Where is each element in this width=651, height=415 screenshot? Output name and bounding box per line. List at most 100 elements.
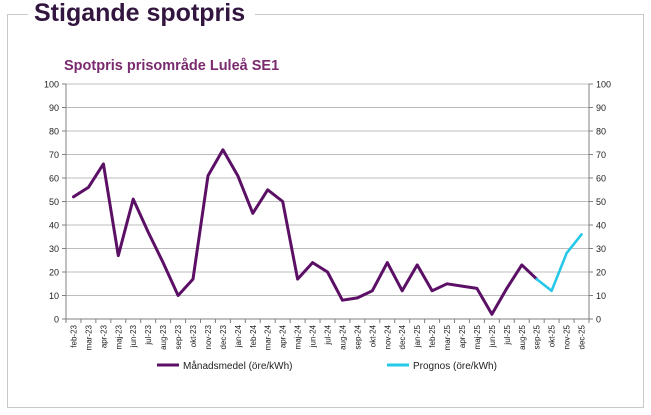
data-point	[326, 271, 329, 273]
data-point	[251, 212, 254, 215]
data-point	[311, 261, 314, 264]
x-tick-label: jul-23	[144, 324, 153, 345]
x-tick-label: mar-23	[84, 324, 93, 350]
data-point	[296, 278, 299, 280]
data-point	[401, 290, 404, 292]
data-point	[222, 149, 224, 151]
x-tick-label: apr-23	[99, 324, 108, 348]
x-tick-label: feb-24	[249, 324, 258, 347]
x-tick-label: jun-25	[488, 324, 497, 348]
x-tick-label: okt-24	[368, 324, 377, 347]
x-tick-label: aug-23	[159, 324, 168, 349]
data-point	[281, 200, 284, 203]
data-point	[476, 287, 478, 290]
y-tick-label: 30	[49, 244, 59, 254]
data-point	[147, 231, 149, 233]
data-point	[535, 278, 538, 280]
y-tick-label: 50	[49, 197, 59, 207]
data-point	[356, 297, 359, 299]
x-tick-label: dec-23	[219, 324, 228, 349]
y-axis-right: 0 10 20 30 40 50 60 70 80 90 100	[589, 80, 611, 325]
x-tick-label: jun-24	[309, 324, 318, 348]
x-tick-label: jul-25	[503, 324, 512, 345]
data-point	[520, 264, 523, 266]
y2-tick-label: 100	[596, 80, 611, 90]
series-line-actual	[72, 148, 539, 316]
x-tick-label: okt-25	[548, 324, 557, 347]
x-tick-label: aug-25	[518, 324, 527, 349]
y-tick-label: 20	[49, 268, 59, 278]
chart-frame	[7, 14, 644, 408]
x-tick-label: feb-25	[428, 324, 437, 347]
series-line-forecast	[535, 233, 583, 293]
y-tick-label: 10	[49, 291, 59, 301]
data-point	[177, 294, 179, 297]
data-point	[446, 282, 448, 285]
y2-tick-label: 90	[596, 103, 606, 113]
x-tick-label: mar-24	[264, 324, 273, 350]
y2-tick-label: 80	[596, 127, 606, 137]
x-tick-label: jul-24	[324, 324, 333, 345]
x-tick-label: sep-25	[533, 324, 542, 349]
x-tick-label: maj-23	[114, 324, 123, 349]
data-point	[580, 233, 583, 236]
data-point	[162, 261, 164, 264]
x-tick-label: jan-25	[413, 324, 422, 348]
y-tick-label: 100	[44, 80, 59, 90]
x-axis: feb-23 mar-23 apr-23 maj-23 jun-23 jul-23 aug-…	[65, 319, 590, 350]
x-tick-label: okt-23	[189, 324, 198, 347]
x-tick-label: apr-24	[279, 324, 288, 348]
y2-tick-label: 0	[596, 315, 601, 325]
x-tick-label: nov-23	[204, 324, 213, 349]
y2-tick-label: 30	[596, 244, 606, 254]
chart-title: Spotpris prisområde Luleå SE1	[64, 58, 279, 74]
y-tick-label: 90	[49, 103, 59, 113]
data-point	[371, 290, 374, 292]
data-point	[461, 285, 463, 287]
data-point	[132, 198, 135, 200]
series-lines	[72, 148, 583, 316]
y-tick-label: 0	[54, 315, 59, 325]
page-title: Stigande spotpris	[28, 0, 256, 28]
y-tick-label: 80	[49, 127, 59, 137]
x-tick-label: feb-23	[69, 324, 78, 347]
y-axis-left: 0 10 20 30 40 50 60 70 80 90 100	[44, 80, 66, 325]
x-tick-label: apr-25	[458, 324, 467, 348]
data-point	[491, 313, 493, 316]
data-point	[550, 290, 553, 292]
data-point	[237, 174, 239, 177]
data-point	[87, 186, 90, 189]
data-point	[431, 290, 433, 292]
y2-tick-label: 50	[596, 197, 606, 207]
gridlines	[66, 83, 589, 296]
y-tick-label: 40	[49, 221, 59, 231]
data-point	[117, 254, 120, 257]
x-tick-label: sep-24	[353, 324, 362, 349]
x-tick-label: jun-23	[129, 324, 138, 348]
data-point	[102, 163, 105, 165]
y-tick-label: 60	[49, 174, 59, 184]
x-tick-label: maj-25	[473, 324, 482, 349]
x-tick-label: aug-24	[338, 324, 347, 349]
x-tick-label: nov-24	[383, 324, 392, 349]
data-point	[506, 287, 508, 290]
y2-tick-label: 10	[596, 291, 606, 301]
data-point	[416, 264, 418, 266]
data-point	[72, 196, 75, 198]
x-tick-label: dec-24	[398, 324, 407, 349]
data-point	[192, 278, 194, 280]
data-point	[207, 174, 209, 177]
x-tick-label: nov-25	[563, 324, 572, 349]
data-point	[386, 261, 389, 264]
legend-label: Prognos (öre/kWh)	[413, 361, 497, 372]
y2-tick-label: 60	[596, 174, 606, 184]
x-tick-label: maj-24	[294, 324, 303, 349]
y2-tick-label: 70	[596, 150, 606, 160]
data-point	[341, 299, 344, 302]
x-tick-label: jan-24	[234, 324, 243, 348]
y-tick-label: 70	[49, 150, 59, 160]
data-point	[266, 188, 269, 191]
y2-tick-label: 40	[596, 221, 606, 231]
x-tick-label: sep-23	[174, 324, 183, 349]
